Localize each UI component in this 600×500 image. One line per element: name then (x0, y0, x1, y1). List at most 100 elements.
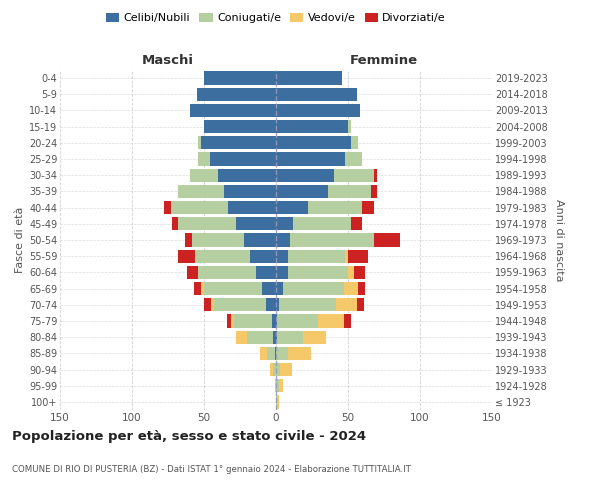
Bar (172, 217, 178, 230)
Bar (211, 298, 214, 312)
Bar (204, 298, 211, 312)
Bar (276, 282, 283, 295)
Bar (272, 314, 276, 328)
Bar (196, 250, 250, 263)
Bar (164, 201, 171, 214)
Bar (348, 250, 368, 263)
Bar (201, 136, 276, 149)
Bar (290, 234, 374, 246)
Bar (276, 314, 277, 328)
Bar (268, 346, 275, 360)
Bar (227, 314, 232, 328)
Bar (356, 298, 364, 312)
Bar (371, 185, 377, 198)
Bar (277, 396, 279, 408)
Bar (198, 152, 210, 166)
Bar (260, 346, 268, 360)
Bar (178, 185, 224, 198)
Bar (178, 250, 196, 263)
Bar (276, 217, 293, 230)
Bar (344, 314, 351, 328)
Bar (178, 217, 236, 230)
Bar (293, 217, 351, 230)
Bar (345, 250, 348, 263)
Text: Femmine: Femmine (350, 54, 418, 67)
Bar (262, 282, 276, 295)
Bar (276, 346, 287, 360)
Bar (201, 282, 204, 295)
Bar (187, 266, 198, 279)
Bar (344, 282, 358, 295)
Bar (287, 346, 311, 360)
Bar (304, 330, 326, 344)
Bar (276, 152, 345, 166)
Bar (318, 314, 344, 328)
Bar (198, 266, 256, 279)
Bar (276, 379, 279, 392)
Bar (194, 282, 201, 295)
Bar (190, 168, 218, 182)
Bar (276, 234, 290, 246)
Bar (193, 234, 244, 246)
Bar (348, 266, 354, 279)
Bar (210, 152, 276, 166)
Bar (362, 201, 374, 214)
Bar (276, 72, 342, 85)
Bar (229, 201, 276, 214)
Bar (276, 330, 277, 344)
Bar (244, 234, 276, 246)
Bar (236, 217, 276, 230)
Bar (266, 298, 276, 312)
Bar (287, 250, 345, 263)
Bar (276, 298, 279, 312)
Bar (348, 120, 351, 134)
Bar (277, 330, 304, 344)
Bar (247, 330, 273, 344)
Bar (276, 363, 280, 376)
Bar (275, 379, 276, 392)
Bar (276, 250, 287, 263)
Bar (283, 282, 344, 295)
Bar (354, 266, 365, 279)
Bar (337, 298, 356, 312)
Bar (218, 168, 276, 182)
Bar (185, 234, 193, 246)
Bar (234, 314, 272, 328)
Bar (236, 330, 247, 344)
Bar (308, 201, 362, 214)
Bar (276, 120, 348, 134)
Bar (197, 88, 276, 101)
Bar (358, 282, 365, 295)
Bar (345, 152, 362, 166)
Bar (204, 120, 276, 134)
Bar (204, 282, 262, 295)
Bar (198, 136, 201, 149)
Legend: Celibi/Nubili, Coniugati/e, Vedovi/e, Divorziati/e: Celibi/Nubili, Coniugati/e, Vedovi/e, Di… (101, 8, 451, 28)
Text: Maschi: Maschi (142, 54, 194, 67)
Bar (214, 298, 266, 312)
Bar (280, 363, 292, 376)
Bar (374, 234, 400, 246)
Bar (279, 379, 283, 392)
Bar (204, 72, 276, 85)
Bar (250, 250, 276, 263)
Bar (275, 346, 276, 360)
Bar (276, 168, 334, 182)
Y-axis label: Fasce di età: Fasce di età (14, 207, 25, 273)
Bar (273, 363, 276, 376)
Bar (232, 314, 234, 328)
Bar (276, 201, 308, 214)
Bar (351, 136, 358, 149)
Bar (276, 88, 356, 101)
Bar (276, 396, 277, 408)
Bar (256, 266, 276, 279)
Bar (276, 266, 287, 279)
Bar (374, 168, 377, 182)
Bar (351, 217, 362, 230)
Y-axis label: Anni di nascita: Anni di nascita (554, 198, 565, 281)
Bar (224, 185, 276, 198)
Bar (328, 185, 371, 198)
Bar (287, 266, 348, 279)
Text: COMUNE DI RIO DI PUSTERIA (BZ) - Dati ISTAT 1° gennaio 2024 - Elaborazione TUTTI: COMUNE DI RIO DI PUSTERIA (BZ) - Dati IS… (12, 465, 411, 474)
Bar (276, 185, 328, 198)
